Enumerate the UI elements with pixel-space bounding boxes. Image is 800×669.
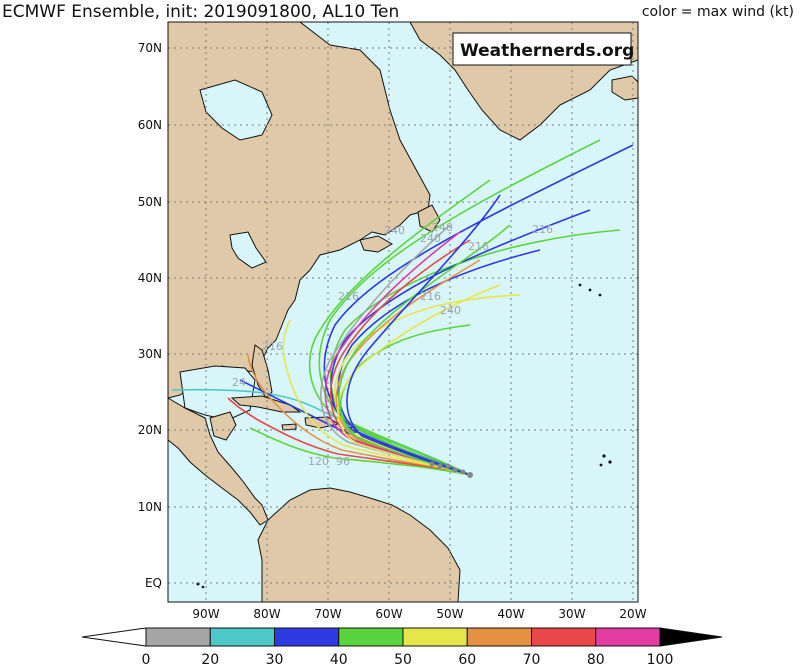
land-nova-scotia [359,235,394,253]
lat-label: 30N [138,347,162,361]
colorbar-segments [81,627,723,647]
track-time-labels: 240 216 216 216 240 240 96 120 216 240 2… [232,221,553,468]
lat-label: 10N [138,500,162,514]
colorbar-tick-label: 100 [647,652,674,668]
legend-note: color = max wind (kt) [641,4,794,20]
colorbar-segment [531,627,597,647]
lon-label: 70W [314,607,341,621]
track-label: 216 [420,290,441,303]
lat-label: 70N [138,41,162,55]
lon-label: 50W [436,607,463,621]
lon-label: 20W [619,607,646,621]
watermark-box: Weathernerds.org [452,32,634,66]
initial-positions [429,461,473,478]
track-label: 240 [420,232,441,245]
lat-label: 20N [138,423,162,437]
colorbar-tick-label: 20 [201,652,219,668]
colorbar-tick-label: 40 [330,652,348,668]
lon-label: 60W [375,607,402,621]
colorbar-segment [466,627,532,647]
track-label: 24 [232,376,246,389]
land-jamaica [281,423,297,431]
track-label: 216 [468,240,489,253]
atlantic-islands [196,283,612,589]
colorbar-tick-label: 70 [523,652,541,668]
lon-label: 80W [253,607,280,621]
track-label: 240 [440,304,461,317]
lat-label: 40N [138,271,162,285]
track-label: 120 [308,455,329,468]
lon-label: 90W [192,607,219,621]
colorbar-segment [402,627,468,647]
colorbar-segment [209,627,275,647]
watermark-text: Weathernerds.org [460,41,634,61]
colorbar-tick-label: 50 [394,652,412,668]
track-label: 216 [338,290,359,303]
colorbar-segment [338,627,404,647]
colorbar-segment [274,627,340,647]
track-label: 96 [336,455,350,468]
land-cuba [230,395,302,413]
track-label: 240 [432,221,453,234]
land-newfoundland [417,204,441,233]
colorbar-high-arrow [659,627,723,647]
colorbar-tick-label: 0 [142,652,151,668]
lat-label: 50N [138,195,162,209]
land-south-america [257,487,461,603]
lat-label: EQ [145,576,162,590]
track-label: 216 [532,223,553,236]
colorbar-segment [595,627,661,647]
ensemble-tracks [171,139,634,476]
map-title: ECMWF Ensemble, init: 2019091800, AL10 T… [2,2,400,22]
track-label: 240 [384,224,405,237]
map-frame [167,21,639,603]
land-yucatan [209,411,237,441]
colorbar-tick-label: 80 [587,652,605,668]
colorbar-tick-label: 30 [266,652,284,668]
colorbar-low-arrow [81,627,147,647]
colorbar-ticks: 0 20 30 40 50 60 70 80 100 [142,652,674,668]
gulf-of-mexico [179,365,256,421]
track-label: 216 [262,340,283,353]
lon-label: 40W [497,607,524,621]
lon-labels: 90W 80W 70W 60W 50W 40W 30W 20W [192,607,646,621]
graticule [168,22,638,602]
colorbar-tick-label: 60 [458,652,476,668]
lat-labels: 70N 60N 50N 40N 30N 20N 10N EQ [138,41,162,590]
colorbar-segment [145,627,211,647]
lat-label: 60N [138,118,162,132]
lon-label: 30W [558,607,585,621]
great-lakes [229,231,267,269]
